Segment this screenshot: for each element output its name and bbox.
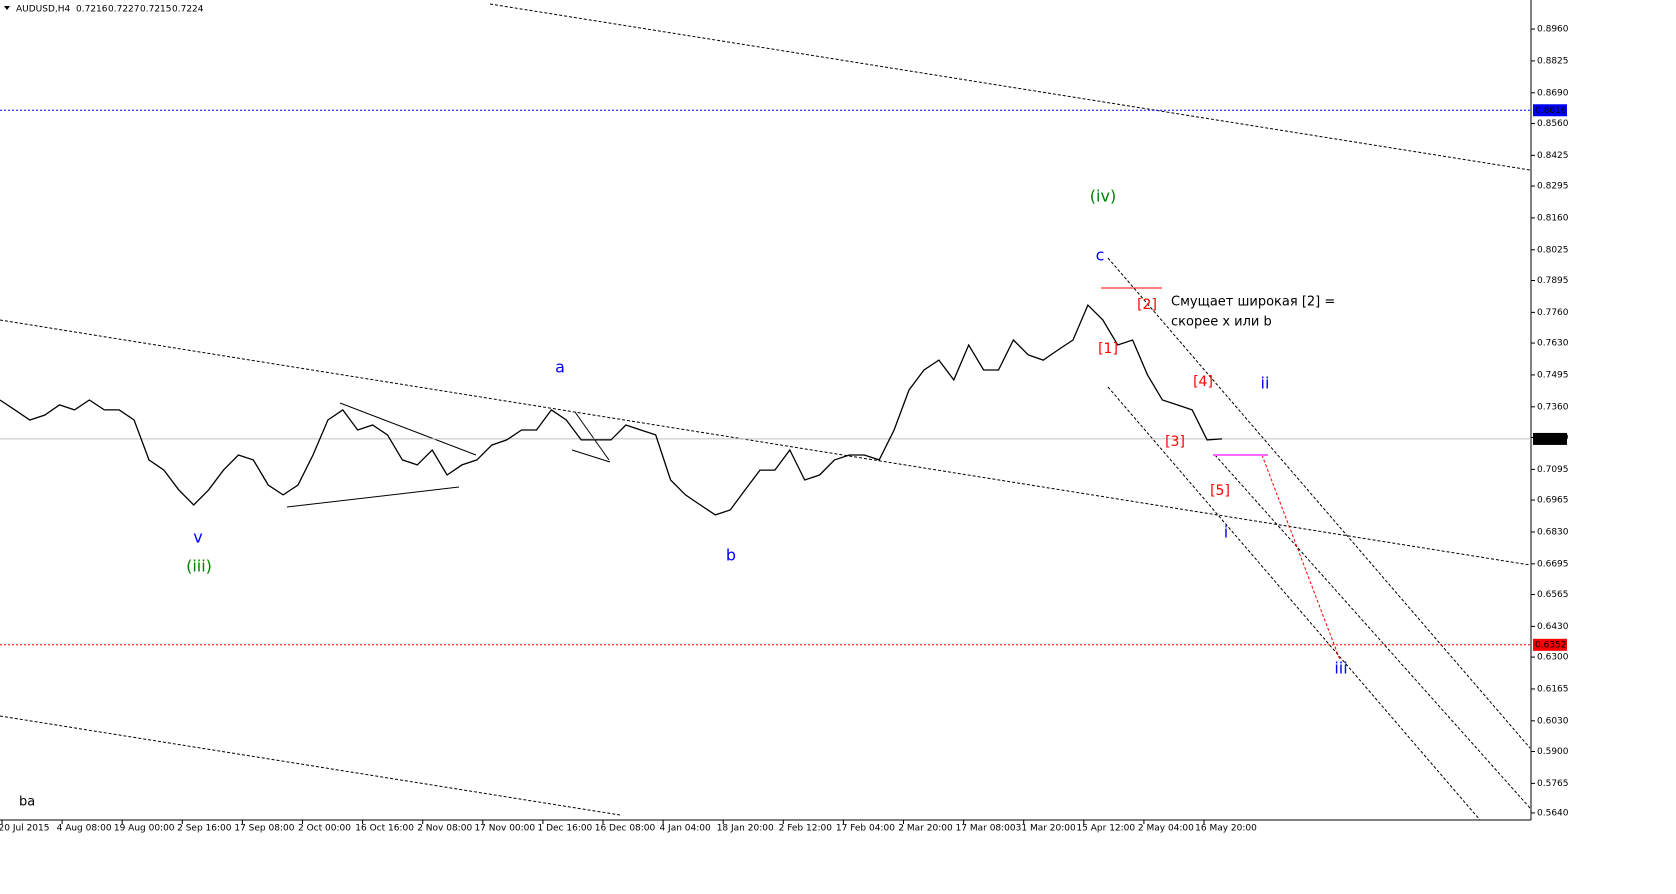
y-tick-label: 0.6830 — [1537, 527, 1569, 537]
annotation: Смущает широкая [2] = — [1171, 295, 1335, 310]
triangle-line — [574, 411, 610, 461]
annotation: v — [193, 528, 202, 547]
x-tick-label: 17 Nov 00:00 — [474, 824, 535, 834]
annotation: i — [1224, 523, 1228, 542]
current-price-box — [1533, 432, 1567, 445]
annotation: c — [1096, 246, 1105, 265]
x-tick-label: 31 Mar 20:00 — [1016, 824, 1076, 834]
current-price-label: 0.7224 — [1535, 434, 1567, 444]
y-tick-label: 0.8025 — [1537, 245, 1569, 255]
y-tick-label: 0.6165 — [1537, 684, 1569, 694]
x-tick-label: 16 May 20:00 — [1195, 824, 1257, 834]
trendline — [1261, 454, 1341, 661]
annotation: [2] — [1137, 297, 1157, 313]
price-line — [0, 303, 1223, 516]
ohlc-high: 0.7227 — [108, 5, 140, 15]
x-tick-label: 2 Nov 08:00 — [417, 824, 472, 834]
annotation: [3] — [1165, 434, 1185, 450]
x-tick-label: 16 Oct 16:00 — [355, 824, 414, 834]
annotation: b — [726, 546, 736, 565]
x-tick-label: 19 Aug 00:00 — [114, 824, 175, 834]
trendline — [0, 319, 1531, 566]
y-tick-label: 0.7360 — [1537, 402, 1569, 412]
y-tick-label: 0.8560 — [1537, 119, 1569, 129]
trendline — [1107, 257, 1531, 749]
x-tick-label: 17 Feb 04:00 — [836, 824, 895, 834]
annotation: a — [555, 358, 565, 377]
y-tick-label: 0.5900 — [1537, 747, 1569, 757]
price-level-label: 0.8616 — [1535, 106, 1567, 116]
menu-arrow[interactable] — [4, 6, 10, 10]
y-tick-label: 0.8160 — [1537, 213, 1569, 223]
trendline — [1214, 454, 1531, 809]
x-tick-label: 2 Feb 12:00 — [779, 824, 833, 834]
y-tick-label: 0.6965 — [1537, 496, 1569, 506]
annotation: (iii) — [186, 557, 212, 576]
y-tick-label: 0.6430 — [1537, 622, 1569, 632]
y-tick-label: 0.7495 — [1537, 370, 1569, 380]
y-tick-label: 0.7630 — [1537, 339, 1569, 349]
price-level-box — [1533, 104, 1567, 117]
triangle-line — [286, 486, 460, 508]
y-tick-label: 0.8425 — [1537, 151, 1569, 161]
y-tick-label: 0.8825 — [1537, 56, 1569, 66]
x-tick-label: 18 Jan 20:00 — [717, 824, 774, 834]
x-tick-label: 2 Mar 20:00 — [898, 824, 953, 834]
annotation: (iv) — [1090, 187, 1116, 206]
ohlc-low: 0.7215 — [140, 5, 172, 15]
x-tick-label: 15 Apr 12:00 — [1076, 824, 1135, 834]
y-tick-label: 0.8295 — [1537, 182, 1569, 192]
x-tick-label: 1 Dec 16:00 — [537, 824, 592, 834]
y-tick-label: 0.7760 — [1537, 308, 1569, 318]
x-tick-label: 17 Sep 08:00 — [234, 824, 294, 834]
triangle-line — [571, 449, 611, 463]
annotation: [1] — [1098, 341, 1118, 357]
price-level-label: 0.6352 — [1535, 640, 1567, 650]
annotation: iii — [1334, 659, 1347, 678]
x-tick-label: 4 Aug 08:00 — [57, 824, 112, 834]
y-tick-label: 0.5640 — [1537, 808, 1569, 818]
y-tick-label: 0.7895 — [1537, 276, 1569, 286]
price-level-box — [1533, 638, 1567, 651]
y-tick-label: 0.6030 — [1537, 716, 1569, 726]
x-tick-label: 17 Mar 08:00 — [956, 824, 1016, 834]
y-tick-label: 0.6565 — [1537, 590, 1569, 600]
y-tick-label: 0.8960 — [1537, 25, 1569, 35]
symbol: AUDUSD,H4 — [16, 5, 71, 15]
trendline — [1107, 386, 1481, 821]
x-tick-label: 2 Oct 00:00 — [298, 824, 351, 834]
annotation: [4] — [1193, 374, 1213, 390]
y-tick-label: 0.6695 — [1537, 559, 1569, 569]
y-tick-label: 0.6300 — [1537, 653, 1569, 663]
x-tick-label: 2 Sep 16:00 — [177, 824, 232, 834]
x-tick-label: 2 May 04:00 — [1138, 824, 1194, 834]
x-tick-label: 16 Dec 08:00 — [595, 824, 656, 834]
annotation: скорее x или b — [1171, 315, 1272, 330]
annotation: [5] — [1210, 483, 1230, 499]
y-tick-label: 0.8690 — [1537, 88, 1569, 98]
trendline — [489, 3, 1531, 171]
annotation: ii — [1261, 374, 1270, 393]
triangle-line — [339, 402, 477, 456]
annotation: ba — [19, 795, 35, 810]
ohlc-open: 0.7216 — [76, 5, 108, 15]
y-tick-label: 0.5765 — [1537, 779, 1569, 789]
x-tick-label: 20 Jul 2015 — [0, 824, 49, 834]
ohlc-close: 0.7224 — [172, 5, 204, 15]
y-tick-label: 0.7095 — [1537, 465, 1569, 475]
trendlines — [0, 3, 1531, 821]
x-tick-label: 4 Jan 04:00 — [659, 824, 711, 834]
